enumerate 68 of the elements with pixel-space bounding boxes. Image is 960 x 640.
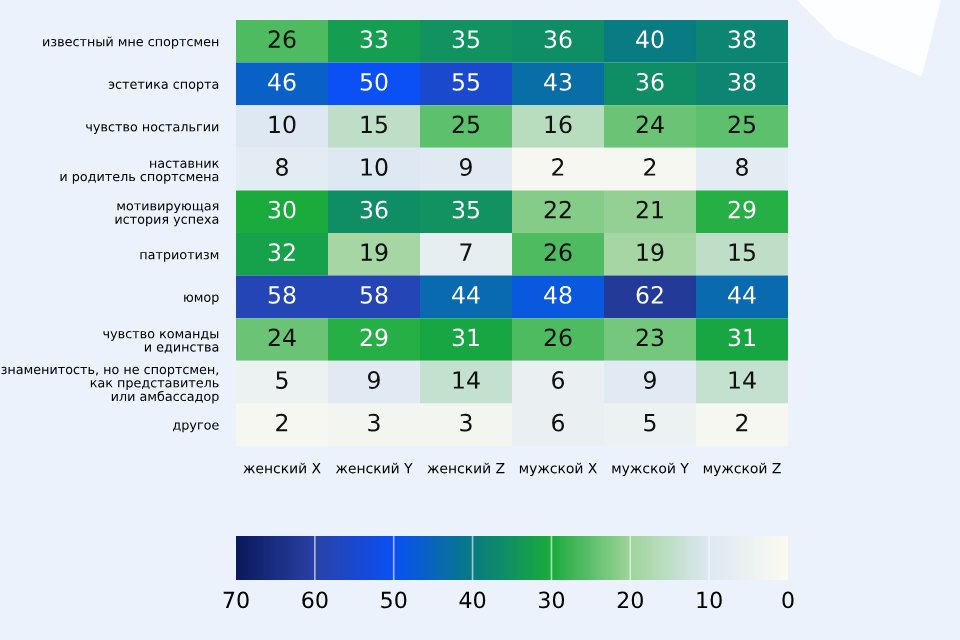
data-label: 2	[736, 413, 748, 432]
color-bar-label: 10	[697, 591, 722, 609]
color-bar-label: 40	[459, 591, 486, 609]
color-bar-label: 70	[223, 591, 249, 609]
data-label: 9	[643, 371, 656, 389]
data-label: 6	[552, 413, 565, 432]
data-label: 7	[460, 243, 472, 261]
data-label: 19	[637, 243, 664, 262]
data-label: 3	[460, 413, 472, 432]
data-label: 8	[276, 158, 288, 176]
data-label: 8	[736, 158, 748, 176]
data-label: 15	[361, 115, 387, 134]
data-label: 26	[544, 328, 572, 347]
data-label: 21	[636, 200, 663, 219]
data-label: 14	[453, 371, 480, 389]
data-label: 38	[728, 30, 756, 49]
data-label: 10	[361, 158, 388, 176]
data-label: 26	[268, 30, 296, 49]
data-label: 33	[360, 30, 388, 49]
data-label: 40	[636, 30, 664, 49]
data-label: 43	[544, 72, 572, 91]
data-label: 46	[268, 72, 296, 91]
data-label: 10	[269, 115, 296, 134]
data-label: 30	[268, 200, 296, 219]
color-bar-label: 50	[381, 591, 407, 609]
data-label: 25	[728, 115, 755, 134]
data-label: 2	[552, 158, 564, 176]
data-label: 48	[544, 285, 572, 304]
data-label: 44	[452, 286, 480, 304]
data-label: 44	[728, 286, 756, 304]
data-label: 36	[544, 30, 572, 49]
data-label: 50	[360, 72, 388, 91]
data-label: 9	[459, 158, 472, 176]
data-label: 15	[729, 243, 755, 262]
data-label: 36	[360, 200, 388, 219]
data-label: 2	[644, 158, 656, 176]
color-bar-label: 30	[538, 591, 565, 609]
data-label: 26	[544, 243, 572, 262]
data-label: 58	[268, 285, 296, 304]
data-label: 24	[636, 115, 664, 134]
data-label: 9	[367, 371, 380, 389]
color-bar-label: 60	[302, 591, 328, 609]
data-label: 5	[276, 371, 288, 389]
data-label: 3	[368, 413, 380, 432]
data-label: 31	[452, 328, 479, 347]
data-label: 2	[276, 413, 288, 432]
data-label: 62	[636, 285, 663, 304]
data-label: 19	[361, 243, 388, 262]
data-label: 24	[268, 328, 296, 347]
data-label: 36	[636, 72, 664, 91]
data-label: 29	[360, 328, 388, 347]
data-label: 25	[452, 115, 479, 134]
data-label: 35	[452, 200, 479, 219]
data-label: 31	[728, 328, 755, 347]
data-label: 23	[636, 328, 664, 347]
data-label: 14	[729, 371, 756, 389]
data-label: 38	[728, 72, 756, 91]
data-label: 5	[644, 414, 656, 432]
data-label: 32	[268, 243, 295, 262]
color-bar-label: 20	[617, 591, 643, 609]
data-label: 16	[545, 115, 572, 134]
data-label: 29	[728, 200, 756, 219]
data-label: 6	[552, 371, 565, 389]
data-label: 22	[544, 200, 571, 219]
data-label: 58	[360, 285, 388, 304]
data-label: 55	[452, 73, 479, 91]
color-bar-label: 0	[782, 591, 794, 609]
data-label: 35	[452, 30, 479, 49]
